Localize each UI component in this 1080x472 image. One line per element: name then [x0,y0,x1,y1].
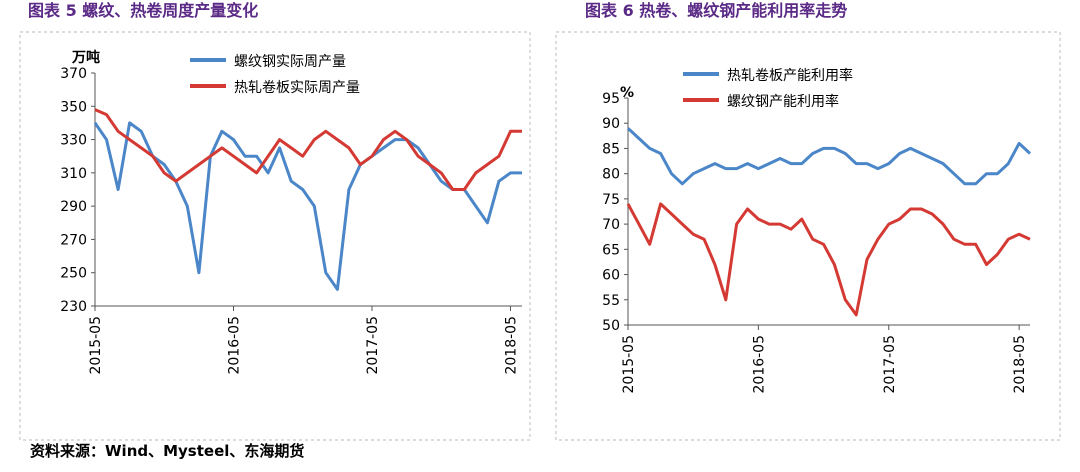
y-tick-label: 60 [602,268,620,284]
y-tick-label: 95 [602,91,620,107]
y-tick-label: 75 [602,192,620,208]
y-tick-label: 65 [602,242,620,258]
y-tick-label: 90 [602,116,620,132]
source: 资料来源：Wind、Mysteel、东海期货 [30,442,304,460]
legend-label: 热轧卷板实际周产量 [234,80,360,96]
series-line [626,202,1031,317]
y-tick-label: 250 [60,266,87,282]
y-tick-label: 80 [602,167,620,183]
y-tick-label: 70 [602,217,620,233]
legend-label: 螺纹钢产能利用率 [727,93,839,110]
y-tick-label: 310 [60,166,87,182]
x-tick-label: 2016-05 [751,335,767,394]
series-line [626,127,1032,186]
panel-border [19,31,531,441]
y-tick-label: 55 [602,293,620,309]
y-tick-label: 330 [60,133,87,149]
x-tick-label: 2015-05 [621,335,637,394]
panel-border [555,31,1061,441]
x-tick-label: 2017-05 [365,316,381,375]
x-tick-label: 2015-05 [88,316,104,375]
y-tick-label: 370 [60,66,87,82]
y-tick-label: 50 [602,318,620,334]
y-tick-label: 290 [60,199,87,215]
x-tick-label: 2018-05 [1012,335,1028,394]
series-line [94,108,522,191]
legend-label: 热轧卷板产能利用率 [727,67,853,84]
x-tick-label: 2016-05 [226,316,242,375]
y-tick-label: 230 [60,299,87,315]
y-tick-label: 270 [60,232,87,248]
legend-label: 螺纹钢实际周产量 [234,54,346,70]
chart-title: 图表 5 螺纹、热卷周度产量变化 [28,1,258,20]
chart-title: 图表 6 热卷、螺纹钢产能利用率走势 [585,1,847,20]
y-tick-label: 350 [60,99,87,115]
x-tick-label: 2018-05 [503,316,519,375]
y-axis-unit: % [620,85,634,101]
x-tick-label: 2017-05 [882,335,898,394]
y-tick-label: 85 [602,141,620,157]
y-axis-unit: 万吨 [71,49,100,66]
